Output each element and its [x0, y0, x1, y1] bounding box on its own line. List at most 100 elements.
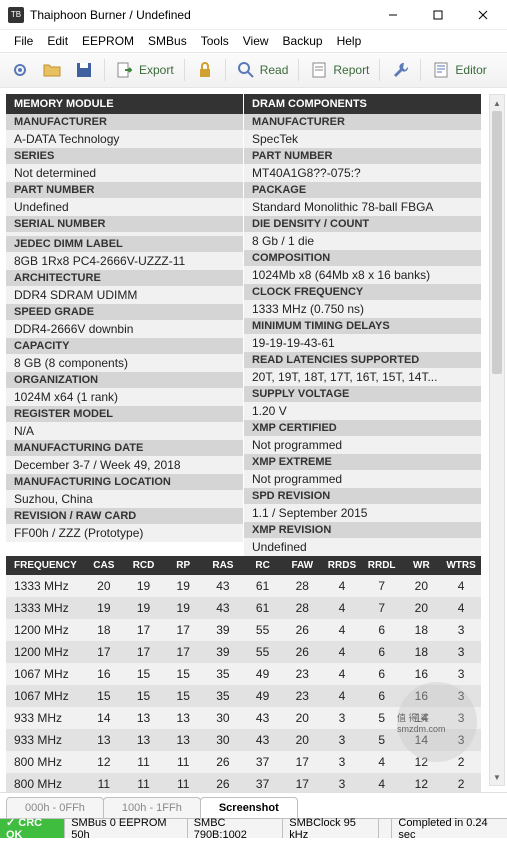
- timing-cell: 11: [163, 751, 203, 773]
- menu-tools[interactable]: Tools: [195, 32, 235, 50]
- field-value: SpecTek: [244, 130, 481, 148]
- menu-help[interactable]: Help: [331, 32, 368, 50]
- scroll-down-arrow[interactable]: ▼: [490, 769, 504, 785]
- wrench-button[interactable]: [386, 57, 414, 83]
- export-label: Export: [139, 63, 174, 77]
- report-icon: [309, 60, 329, 80]
- timing-cell: 15: [124, 663, 164, 685]
- info-field: READ LATENCIES SUPPORTED20T, 19T, 18T, 1…: [244, 352, 481, 386]
- info-field: SERIAL NUMBER: [6, 216, 243, 236]
- menu-file[interactable]: File: [8, 32, 39, 50]
- timing-cell: 3: [441, 619, 481, 641]
- field-label: JEDEC DIMM LABEL: [6, 236, 243, 252]
- timing-cell: 933 MHz: [6, 729, 84, 751]
- field-label: REVISION / RAW CARD: [6, 508, 243, 524]
- timing-cell: 3: [441, 729, 481, 751]
- timing-cell: 7: [362, 597, 402, 619]
- timing-cell: 13: [124, 729, 164, 751]
- tab-100h[interactable]: 100h - 1FFh: [103, 797, 201, 818]
- tab-000h[interactable]: 000h - 0FFh: [6, 797, 104, 818]
- field-value: 1024M x64 (1 rank): [6, 388, 243, 406]
- scroll-track[interactable]: [490, 111, 504, 769]
- timing-cell: 39: [203, 641, 243, 663]
- timing-cell: 15: [124, 685, 164, 707]
- timing-cell: 1067 MHz: [6, 685, 84, 707]
- timing-cell: 3: [441, 663, 481, 685]
- info-field: XMP REVISIONUndefined: [244, 522, 481, 556]
- timing-cell: 12: [402, 751, 442, 773]
- timing-col-header: CAS: [84, 556, 124, 575]
- field-value: Suzhou, China: [6, 490, 243, 508]
- save-button[interactable]: [70, 57, 98, 83]
- field-value: A-DATA Technology: [6, 130, 243, 148]
- timing-cell: 19: [84, 597, 124, 619]
- tab-screenshot[interactable]: Screenshot: [200, 797, 298, 818]
- timing-cell: 43: [243, 707, 283, 729]
- scroll-thumb[interactable]: [492, 111, 502, 374]
- status-bar: ✓ CRC OK SMBus 0 EEPROM 50h SMBC 790B:10…: [0, 818, 507, 838]
- status-smbc: SMBC 790B:1002: [188, 819, 284, 838]
- menu-backup[interactable]: Backup: [277, 32, 329, 50]
- minimize-button[interactable]: [370, 0, 415, 30]
- app-icon: TB: [8, 7, 24, 23]
- timing-cell: 11: [124, 773, 164, 792]
- timing-cell: 55: [243, 641, 283, 663]
- field-label: MANUFACTURING LOCATION: [6, 474, 243, 490]
- timing-cell: 23: [282, 685, 322, 707]
- timing-cell: 17: [282, 751, 322, 773]
- timing-cell: 6: [362, 619, 402, 641]
- timing-cell: 4: [322, 641, 362, 663]
- export-button[interactable]: Export: [111, 57, 178, 83]
- wrench-icon: [390, 60, 410, 80]
- content-area: MEMORY MODULE DRAM COMPONENTS MANUFACTUR…: [0, 88, 507, 792]
- info-field: ARCHITECTUREDDR4 SDRAM UDIMM: [6, 270, 243, 304]
- timing-col-header: RRDL: [362, 556, 402, 575]
- close-button[interactable]: [460, 0, 505, 30]
- lock-button[interactable]: [191, 57, 219, 83]
- read-button[interactable]: Read: [232, 57, 293, 83]
- timing-cell: 4: [322, 663, 362, 685]
- timing-cell: 16: [402, 685, 442, 707]
- timing-cell: 800 MHz: [6, 773, 84, 792]
- timing-cell: 4: [322, 575, 362, 597]
- info-right-column: MANUFACTURERSpecTekPART NUMBERMT40A1G8??…: [244, 114, 481, 556]
- timing-cell: 17: [282, 773, 322, 792]
- timing-cell: 43: [243, 729, 283, 751]
- timing-cell: 23: [282, 663, 322, 685]
- info-field: MANUFACTURERSpecTek: [244, 114, 481, 148]
- report-button[interactable]: Report: [305, 57, 373, 83]
- menu-edit[interactable]: Edit: [41, 32, 74, 50]
- timing-cell: 13: [84, 729, 124, 751]
- vertical-scrollbar[interactable]: ▲ ▼: [489, 94, 505, 786]
- field-label: CLOCK FREQUENCY: [244, 284, 481, 300]
- field-label: COMPOSITION: [244, 250, 481, 266]
- menu-bar: File Edit EEPROM SMBus Tools View Backup…: [0, 30, 507, 52]
- timing-cell: 14: [402, 707, 442, 729]
- menu-smbus[interactable]: SMBus: [142, 32, 193, 50]
- timing-cell: 13: [124, 707, 164, 729]
- field-value: Not programmed: [244, 436, 481, 454]
- timing-cell: 16: [402, 663, 442, 685]
- field-value: Standard Monolithic 78-ball FBGA: [244, 198, 481, 216]
- timing-cell: 6: [362, 641, 402, 663]
- timing-cell: 3: [441, 707, 481, 729]
- field-value: DDR4 SDRAM UDIMM: [6, 286, 243, 304]
- maximize-button[interactable]: [415, 0, 460, 30]
- timing-cell: 26: [203, 751, 243, 773]
- field-value: Undefined: [244, 538, 481, 556]
- gear-icon: [10, 60, 30, 80]
- timing-cell: 18: [402, 619, 442, 641]
- field-value: Not programmed: [244, 470, 481, 488]
- menu-eeprom[interactable]: EEPROM: [76, 32, 140, 50]
- info-field: REGISTER MODELN/A: [6, 406, 243, 440]
- timing-row: 1200 MHz18171739552646183: [6, 619, 481, 641]
- scroll-up-arrow[interactable]: ▲: [490, 95, 504, 111]
- timing-cell: 3: [322, 729, 362, 751]
- timing-cell: 39: [203, 619, 243, 641]
- menu-view[interactable]: View: [237, 32, 275, 50]
- editor-button[interactable]: Editor: [427, 57, 490, 83]
- gear-button[interactable]: [6, 57, 34, 83]
- timing-cell: 4: [441, 575, 481, 597]
- status-smbclock: SMBClock 95 kHz: [283, 819, 379, 838]
- open-button[interactable]: [38, 57, 66, 83]
